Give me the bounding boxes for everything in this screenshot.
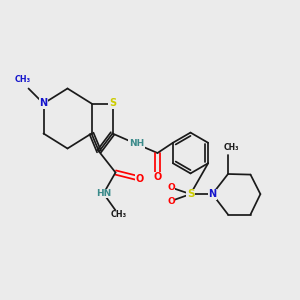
Text: O: O: [167, 196, 175, 206]
Text: S: S: [187, 189, 194, 199]
Text: CH₃: CH₃: [110, 210, 127, 219]
Text: N: N: [39, 98, 48, 109]
Text: O: O: [167, 183, 175, 192]
Text: CH₃: CH₃: [14, 75, 31, 84]
Text: HN: HN: [96, 189, 111, 198]
Text: CH₃: CH₃: [223, 142, 239, 152]
Text: N: N: [208, 189, 217, 199]
Text: S: S: [109, 98, 116, 109]
Text: O: O: [153, 172, 162, 182]
Text: O: O: [135, 173, 144, 184]
Text: NH: NH: [129, 140, 144, 148]
